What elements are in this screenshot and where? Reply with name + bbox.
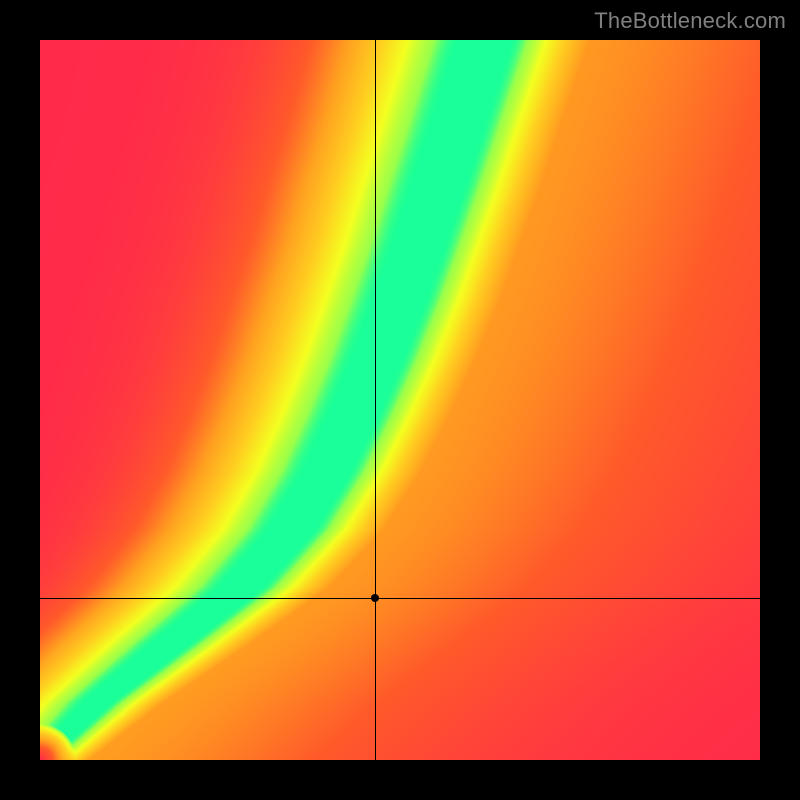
crosshair-vertical — [375, 40, 376, 760]
heatmap-canvas — [40, 40, 760, 760]
crosshair-dot — [371, 594, 379, 602]
watermark-text: TheBottleneck.com — [594, 8, 786, 34]
heatmap-chart — [40, 40, 760, 760]
crosshair-horizontal — [40, 598, 760, 599]
